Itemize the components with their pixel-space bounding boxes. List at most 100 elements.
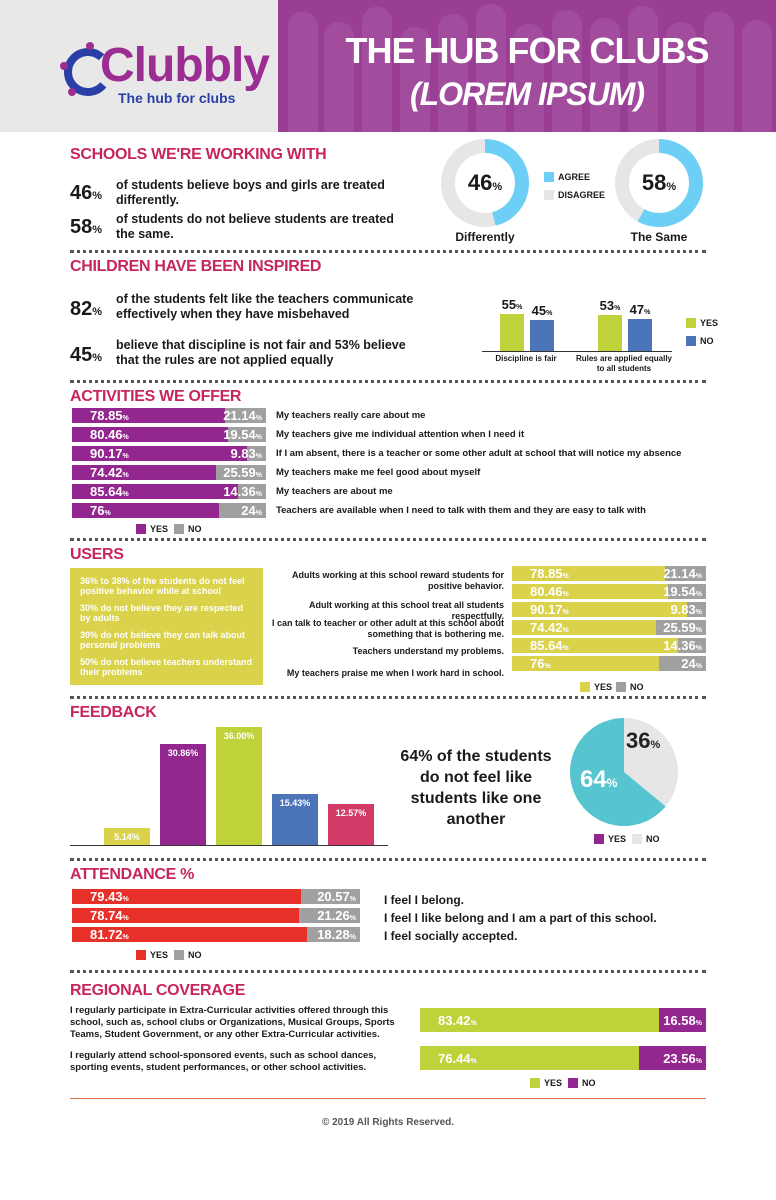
donut-value-differently: 46%	[467, 170, 503, 195]
attendance-legend-yes: YES	[136, 950, 168, 960]
bar-value: 83.42%	[438, 1012, 477, 1028]
bar-value: 25.59%	[663, 620, 702, 635]
inspired-bar-label: 53%	[599, 297, 621, 313]
stat-text-46: of students believe boys and girls are t…	[116, 178, 385, 207]
inspired-category-1: Rules are applied equally to all student…	[575, 354, 673, 373]
bar-value: 90.17%	[90, 446, 129, 461]
users-summary-box: 36% to 38% of the students do not feel p…	[70, 568, 263, 685]
feedback-statement: 64% of the students do not feel like stu…	[400, 748, 552, 828]
bar-value: 81.72%	[90, 927, 129, 942]
bar-value: 9.83%	[230, 446, 262, 461]
stat-value-45: 45%	[70, 344, 103, 366]
stacked-bar-row: 90.17% 9.83%	[512, 602, 706, 617]
divider	[70, 380, 706, 383]
activity-statement: My teachers really care about me	[276, 410, 426, 421]
bar-value: 24%	[241, 503, 262, 518]
bar-segment-yes: 80.46%	[512, 584, 669, 599]
divider	[70, 250, 706, 253]
section-title-users: USERS	[70, 546, 124, 563]
percent-sign: %	[255, 510, 262, 517]
logo-tagline: The hub for clubs	[118, 90, 236, 106]
percent-sign: %	[122, 896, 129, 903]
users-summary-item: 30% do not believe they are respected by…	[80, 603, 244, 623]
feedback-bar: 5.14%	[104, 828, 150, 845]
logo-icon	[60, 42, 112, 96]
percent-sign: %	[562, 573, 569, 580]
bar-value: 85.64%	[530, 638, 569, 653]
users-statement: I can talk to teacher or other adult at …	[271, 618, 504, 639]
feedback-bar: 36.00%	[216, 727, 262, 845]
attendance-text: I feel socially accepted.	[384, 929, 518, 943]
legend-yes-swatch	[580, 682, 590, 692]
stat-value-58: 58%	[70, 216, 103, 238]
activities-legend-no: NO	[174, 524, 202, 534]
bar-value: 78.74%	[90, 908, 129, 923]
bar-segment-yes: 90.17%	[512, 602, 687, 617]
bar-segment-yes: 74.42%	[72, 465, 217, 480]
percent-sign: %	[122, 934, 129, 941]
users-statement: My teachers praise me when I work hard i…	[286, 668, 504, 678]
bar-segment-no: 21.26%	[298, 908, 360, 923]
inspired-bar-label: 47%	[629, 301, 651, 317]
stacked-bar-row: 83.42% 16.58%	[420, 1008, 706, 1032]
bar-segment-yes: 90.17%	[72, 446, 247, 461]
feedback-bar-label: 12.57%	[335, 807, 367, 818]
stacked-bar-row: 85.64% 14.36%	[72, 484, 266, 499]
inspired-category-0: Discipline is fair	[495, 354, 557, 363]
bar-segment-no: 21.14%	[223, 408, 266, 423]
bar-value: 76.44%	[438, 1050, 477, 1066]
bar-value: 14.36%	[223, 484, 262, 499]
bar-segment-no: 19.54%	[663, 584, 706, 599]
page-title: THE HUB FOR CLUBS	[345, 30, 710, 71]
bar-segment-yes: 78.74%	[72, 908, 299, 923]
percent-sign: %	[562, 591, 569, 598]
page-subtitle: (LOREM IPSUM)	[409, 76, 645, 112]
activity-statement: My teachers give me individual attention…	[276, 429, 525, 440]
bar-value: 24%	[681, 656, 702, 671]
section-title-inspired: CHILDREN HAVE BEEN INSPIRED	[70, 258, 322, 275]
bar-segment-yes: 78.85%	[72, 408, 225, 423]
stat-text-58: of students do not believe students are …	[116, 212, 394, 241]
bar-value: 21.14%	[223, 408, 262, 423]
feedback-bar: 15.43%	[272, 794, 318, 845]
bar-segment-no: 23.56%	[638, 1046, 706, 1070]
donut-label-the-same: The Same	[630, 230, 688, 244]
feedback-bar-label: 30.86%	[167, 747, 199, 758]
bar-value: 9.83%	[670, 602, 702, 617]
bar-segment-no: 25.59%	[216, 465, 266, 480]
inspired-bar-no	[530, 320, 554, 351]
stacked-bar-row: 74.42% 25.59%	[72, 465, 266, 480]
feedback-bar: 30.86%	[160, 743, 206, 845]
percent-sign: %	[695, 1057, 702, 1065]
legend-yes-swatch	[686, 318, 696, 328]
stacked-bar-row: 81.72% 18.28%	[72, 927, 360, 942]
bar-segment-no: 21.14%	[663, 566, 706, 581]
bar-value: 76%	[90, 503, 111, 518]
percent-sign: %	[255, 453, 262, 460]
bar-segment-no: 14.36%	[223, 484, 266, 499]
stacked-bar-row: 74.42% 25.59%	[512, 620, 706, 635]
pie-slice-yes	[570, 718, 666, 826]
legend-yes-swatch	[594, 834, 604, 844]
bar-value: 19.54%	[663, 584, 702, 599]
percent-sign: %	[104, 510, 111, 517]
section-title-attendance: ATTENDANCE %	[70, 866, 195, 883]
bar-segment-yes: 76%	[72, 503, 220, 518]
bar-value: 85.64%	[90, 484, 129, 499]
bar-segment-no: 24%	[219, 503, 266, 518]
users-legend-yes: YES	[580, 682, 612, 692]
bar-segment-no: 20.57%	[300, 889, 360, 904]
bar-segment-no: 16.58%	[658, 1008, 706, 1032]
feedback-legend-yes: YES	[594, 834, 626, 844]
users-legend-no: NO	[616, 682, 644, 692]
bar-segment-yes: 74.42%	[512, 620, 657, 635]
users-summary-item: 30% do not believe they can talk about p…	[80, 630, 246, 650]
percent-sign: %	[516, 303, 523, 311]
bar-segment-yes: 76%	[512, 656, 660, 671]
regional-text: I regularly participate in Extra-Curricu…	[70, 1005, 395, 1040]
legend-no-swatch	[568, 1078, 578, 1088]
activity-statement: My teachers are about me	[276, 486, 393, 497]
bar-value: 79.43%	[90, 889, 129, 904]
bar-value: 18.28%	[317, 927, 356, 942]
regional-text: I regularly attend school-sponsored even…	[70, 1050, 377, 1073]
